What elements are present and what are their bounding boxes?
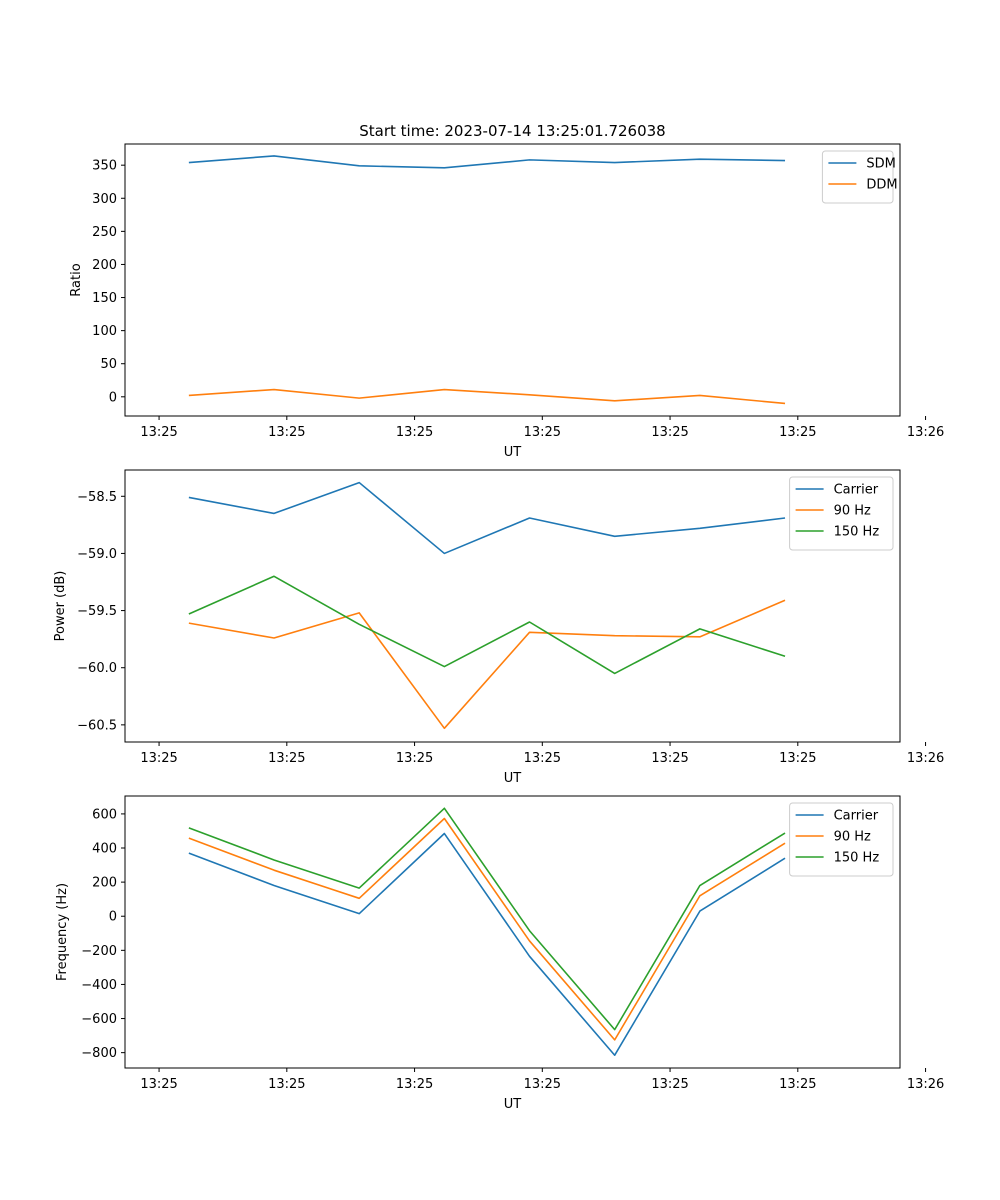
y-tick-label: 250 bbox=[92, 225, 117, 240]
axes-frame bbox=[124, 469, 901, 743]
legend-label: SDM bbox=[866, 157, 895, 172]
y-tick-label: 50 bbox=[100, 357, 117, 372]
legend-label: Carrier bbox=[834, 809, 879, 824]
series-line-carrier bbox=[188, 832, 786, 1057]
x-tick-label: 13:25 bbox=[651, 751, 688, 766]
x-tick-label: 13:25 bbox=[651, 1077, 688, 1092]
y-tick-label: −400 bbox=[81, 978, 117, 993]
y-tick-label: −800 bbox=[81, 1046, 117, 1061]
x-tick-label: 13:26 bbox=[907, 751, 944, 766]
x-tick-label: 13:25 bbox=[268, 1077, 305, 1092]
series-line-carrier bbox=[188, 481, 786, 555]
x-tick-label: 13:25 bbox=[396, 1077, 433, 1092]
legend-label: DDM bbox=[866, 178, 897, 193]
x-tick-label: 13:25 bbox=[524, 1077, 561, 1092]
y-tick-label: 200 bbox=[92, 258, 117, 273]
chart-title: Start time: 2023-07-14 13:25:01.726038 bbox=[359, 122, 665, 140]
y-axis-label: Power (dB) bbox=[53, 571, 68, 642]
axes-frame bbox=[124, 143, 901, 417]
y-tick-label: 600 bbox=[92, 807, 117, 822]
y-tick-label: −200 bbox=[81, 944, 117, 959]
x-tick-label: 13:25 bbox=[140, 425, 177, 440]
series-line-90-hz bbox=[188, 817, 786, 1041]
y-tick-label: −58.5 bbox=[77, 490, 117, 505]
panel-frequency: 13:25 13:25 13:25 13:25 13:25 13:25 13:26 −800 −… bbox=[55, 795, 944, 1112]
x-tick-label: 13:25 bbox=[779, 1077, 816, 1092]
x-tick-label: 13:25 bbox=[779, 425, 816, 440]
legend-box bbox=[821, 150, 894, 204]
panel-ratio: Start time: 2023-07-14 13:25:01.726038 1… bbox=[69, 122, 944, 460]
y-tick-label: 200 bbox=[92, 876, 117, 891]
y-axis-label: Frequency (Hz) bbox=[55, 883, 70, 981]
y-tick-label: −59.5 bbox=[77, 604, 117, 619]
x-axis-label: UT bbox=[504, 771, 522, 786]
legend-label: 90 Hz bbox=[834, 504, 871, 519]
x-tick-label: 13:25 bbox=[779, 751, 816, 766]
x-tick-label: 13:26 bbox=[907, 1077, 944, 1092]
x-tick-label: 13:25 bbox=[140, 1077, 177, 1092]
y-tick-label: 0 bbox=[109, 390, 117, 405]
x-tick-label: 13:25 bbox=[524, 751, 561, 766]
x-tick-label: 13:25 bbox=[268, 425, 305, 440]
axes-frame bbox=[124, 795, 901, 1069]
legend: Carrier 90 Hz 150 Hz bbox=[789, 476, 894, 551]
y-tick-label: −59.0 bbox=[77, 547, 117, 562]
x-tick-label: 13:25 bbox=[651, 425, 688, 440]
series-line-sdm bbox=[188, 155, 786, 169]
legend-label: Carrier bbox=[834, 483, 879, 498]
y-tick-label: 350 bbox=[92, 159, 117, 174]
legend: Carrier 90 Hz 150 Hz bbox=[789, 802, 894, 877]
y-axis-label: Ratio bbox=[69, 263, 84, 296]
series-line-150-hz bbox=[188, 575, 786, 675]
x-tick-label: 13:25 bbox=[140, 751, 177, 766]
x-tick-label: 13:25 bbox=[396, 751, 433, 766]
y-tick-label: 100 bbox=[92, 324, 117, 339]
x-tick-label: 13:26 bbox=[907, 425, 944, 440]
legend-label: 150 Hz bbox=[834, 525, 880, 540]
series-line-150-hz bbox=[188, 807, 786, 1031]
legend-label: 150 Hz bbox=[834, 851, 880, 866]
x-tick-label: 13:25 bbox=[396, 425, 433, 440]
x-tick-label: 13:25 bbox=[524, 425, 561, 440]
y-tick-label: 0 bbox=[109, 910, 117, 925]
y-tick-label: −60.0 bbox=[77, 661, 117, 676]
y-tick-label: −600 bbox=[81, 1012, 117, 1027]
x-axis-label: UT bbox=[504, 1097, 522, 1112]
x-axis-label: UT bbox=[504, 445, 522, 460]
legend: SDM DDM bbox=[821, 150, 898, 204]
series-line-ddm bbox=[188, 388, 786, 405]
y-tick-label: 400 bbox=[92, 842, 117, 857]
y-tick-label: −60.5 bbox=[77, 718, 117, 733]
y-tick-label: 150 bbox=[92, 291, 117, 306]
panel-power: 13:25 13:25 13:25 13:25 13:25 13:25 13:26 −60.5… bbox=[53, 469, 944, 786]
y-tick-label: 300 bbox=[92, 192, 117, 207]
legend-label: 90 Hz bbox=[834, 830, 871, 845]
x-tick-label: 13:25 bbox=[268, 751, 305, 766]
